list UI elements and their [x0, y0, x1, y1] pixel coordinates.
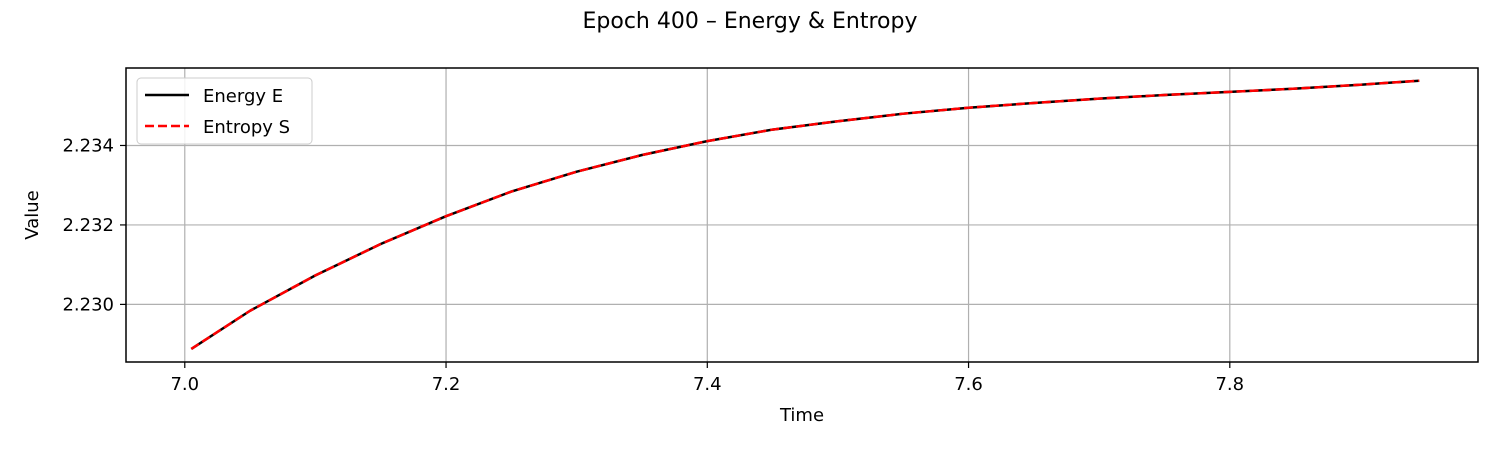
series-line-entropy: [190, 79, 1420, 350]
y-axis-label: Value: [22, 190, 43, 239]
x-tick-label: 7.8: [1215, 374, 1244, 395]
legend-label-entropy: Entropy S: [203, 117, 290, 138]
legend: Energy E Entropy S: [136, 77, 313, 145]
ticks: 7.0 7.2 7.4 7.6 7.8 2.230 2.232 2.234: [62, 135, 1244, 395]
x-tick-label: 7.4: [693, 374, 722, 395]
series-line-energy: [190, 79, 1420, 350]
legend-label-energy: Energy E: [203, 86, 283, 107]
x-tick-label: 7.0: [170, 374, 199, 395]
plot-frame: [125, 67, 1479, 363]
series-layer: [190, 79, 1420, 350]
x-tick-label: 7.2: [432, 374, 461, 395]
grid: [126, 68, 1478, 362]
chart-title: Epoch 400 – Energy & Entropy: [583, 9, 918, 34]
y-tick-label: 2.234: [62, 135, 114, 156]
y-tick-label: 2.230: [62, 294, 114, 315]
x-tick-label: 7.6: [954, 374, 983, 395]
y-tick-label: 2.232: [62, 215, 114, 236]
x-axis-label: Time: [779, 405, 824, 426]
